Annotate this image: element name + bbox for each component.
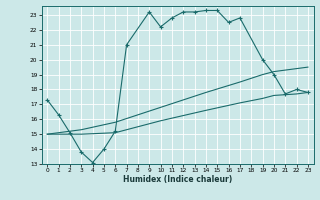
- X-axis label: Humidex (Indice chaleur): Humidex (Indice chaleur): [123, 175, 232, 184]
